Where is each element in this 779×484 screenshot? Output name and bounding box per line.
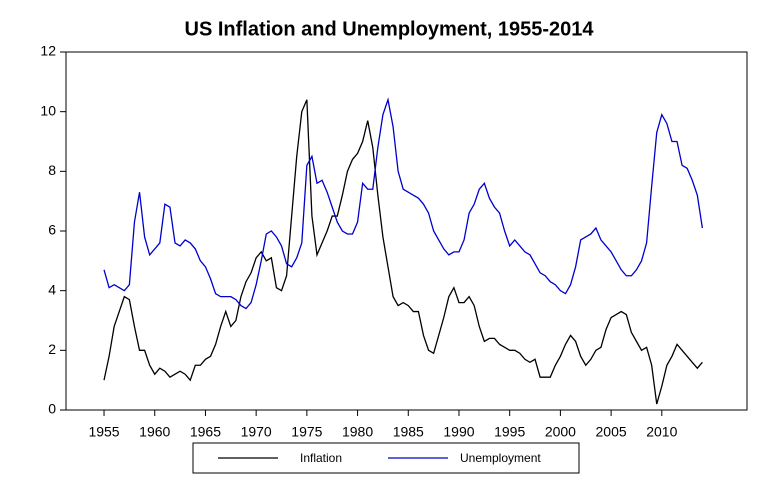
y-tick-label: 8 <box>48 162 56 178</box>
x-tick-label: 1990 <box>443 424 474 440</box>
chart-title: US Inflation and Unemployment, 1955-2014 <box>185 18 595 40</box>
legend-label: Inflation <box>300 451 342 465</box>
y-tick-label: 12 <box>40 43 56 59</box>
y-tick-label: 0 <box>48 401 56 417</box>
legend-label: Unemployment <box>460 451 541 465</box>
series-line <box>103 99 703 405</box>
x-tick-label: 1965 <box>190 424 221 440</box>
y-tick-label: 2 <box>48 341 56 357</box>
plot-frame <box>65 51 748 411</box>
x-tick-label: 1995 <box>494 424 525 440</box>
y-tick-label: 6 <box>48 222 56 238</box>
x-tick-label: 1960 <box>139 424 170 440</box>
x-tick-label: 2000 <box>545 424 576 440</box>
x-tick-label: 1985 <box>393 424 424 440</box>
x-tick-label: 1975 <box>291 424 322 440</box>
x-tick-label: 1970 <box>241 424 272 440</box>
x-tick-label: 1980 <box>342 424 373 440</box>
x-tick-label: 1955 <box>88 424 119 440</box>
y-tick-label: 10 <box>40 102 56 118</box>
series-line <box>103 97 704 310</box>
x-tick-label: 2005 <box>596 424 627 440</box>
x-tick-label: 2010 <box>646 424 677 440</box>
y-tick-label: 4 <box>48 281 56 297</box>
